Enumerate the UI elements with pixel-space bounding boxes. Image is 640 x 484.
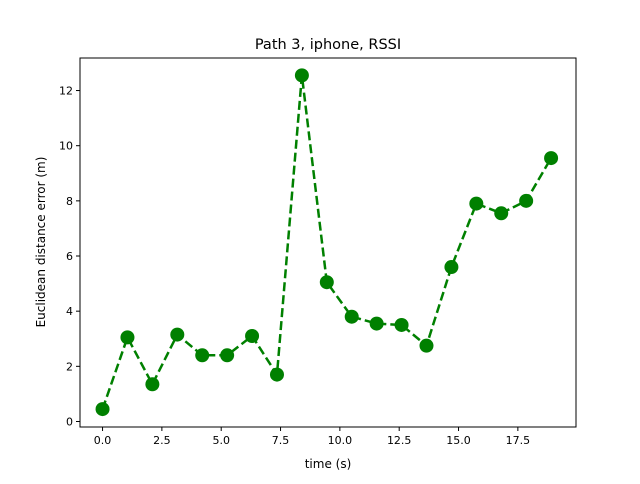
axes-frame — [79, 57, 577, 428]
data-point — [294, 68, 309, 83]
data-point — [394, 317, 409, 332]
data-point — [544, 151, 559, 166]
data-point — [220, 348, 235, 363]
y-axis-label: Euclidean distance error (m) — [34, 157, 48, 328]
data-point — [369, 316, 384, 331]
data-point — [170, 327, 185, 342]
axes: 0.0 2.5 5.0 7.5 10.0 12.5 15.0 17.5 0 2 4 6 8 10 12 — [59, 57, 577, 447]
x-tick-label: 0.0 — [94, 434, 112, 447]
y-tick-label: 6 — [66, 250, 73, 263]
x-tick-label: 15.0 — [446, 434, 471, 447]
plot-area — [95, 68, 559, 417]
data-point — [195, 348, 210, 363]
data-point — [344, 309, 359, 324]
data-point — [95, 402, 110, 417]
x-axis-label: time (s) — [305, 457, 352, 471]
data-point — [319, 275, 334, 290]
data-point — [519, 193, 534, 208]
x-tick-label: 12.5 — [387, 434, 412, 447]
y-tick-label: 4 — [66, 305, 73, 318]
data-point — [120, 330, 135, 345]
chart-title: Path 3, iphone, RSSI — [255, 37, 401, 53]
x-tick-label: 5.0 — [212, 434, 230, 447]
data-point — [419, 338, 434, 353]
data-point — [245, 328, 260, 343]
data-point — [269, 367, 284, 382]
y-tick-label: 8 — [66, 195, 73, 208]
x-tick-label: 10.0 — [328, 434, 353, 447]
data-point — [444, 260, 459, 275]
x-tick-label: 17.5 — [506, 434, 531, 447]
y-tick-label: 12 — [59, 85, 73, 98]
data-point — [494, 206, 509, 221]
data-point — [469, 196, 484, 211]
data-point — [145, 377, 160, 392]
x-tick-label: 2.5 — [153, 434, 171, 447]
x-tick-label: 7.5 — [272, 434, 290, 447]
y-tick-label: 2 — [66, 360, 73, 373]
y-tick-label: 10 — [59, 140, 73, 153]
y-tick-label: 0 — [66, 415, 73, 428]
